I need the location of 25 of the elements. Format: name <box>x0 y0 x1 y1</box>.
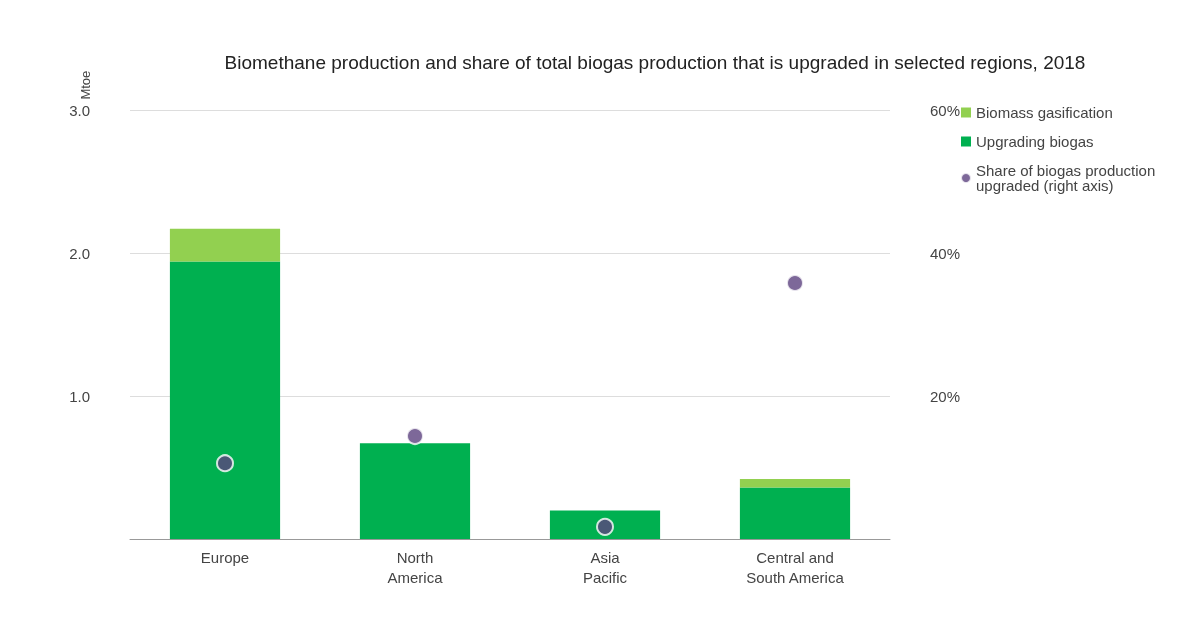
x-tick-label: Asia Pacific <box>582 548 628 586</box>
x-tick-label: Central and South America <box>746 548 845 586</box>
bar <box>169 228 281 262</box>
y2-tick-label: 20% <box>930 387 961 405</box>
bar <box>739 487 851 539</box>
y-axis-title: Mtoe <box>78 70 93 100</box>
x-tick-label: North America <box>387 548 444 586</box>
y-tick-label: 1.0 <box>69 387 90 405</box>
chart-title: Biomethane production and share of total biogas production that is upgraded in selected regions, 2018 <box>224 52 1086 73</box>
bar <box>739 478 851 488</box>
bar <box>549 510 661 539</box>
bar <box>359 443 471 539</box>
point <box>596 517 614 536</box>
y-tick-label: 3.0 <box>69 101 90 119</box>
y-tick-label: 2.0 <box>69 244 90 262</box>
legend-label: Biomass gasification <box>976 104 1113 121</box>
bar <box>169 261 281 539</box>
point <box>406 427 424 446</box>
legend-label: Share of biogas production upgraded (right axis) <box>976 162 1160 194</box>
point <box>216 454 234 473</box>
y2-tick-label: 40% <box>930 244 961 262</box>
point <box>786 274 804 293</box>
y2-tick-label: 60% <box>930 101 961 119</box>
legend-label: Upgrading biogas <box>976 133 1094 150</box>
x-tick-label: Europe <box>200 548 250 566</box>
